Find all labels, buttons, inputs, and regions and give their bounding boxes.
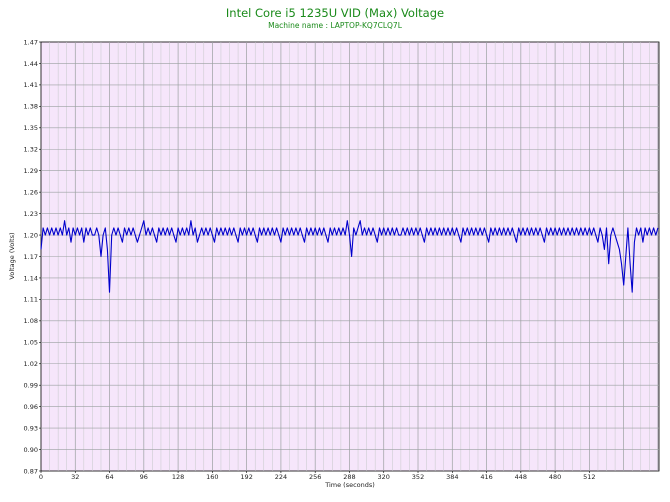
chart-title: Intel Core i5 1235U VID (Max) Voltage: [225, 6, 445, 20]
x-tick-label: 256: [309, 473, 321, 481]
x-tick-label: 32: [71, 473, 79, 481]
y-tick-label: 1.05: [24, 339, 38, 347]
y-tick-label: 1.20: [24, 231, 38, 239]
x-tick-label: 64: [105, 473, 113, 481]
y-tick-label: 1.29: [24, 167, 38, 175]
y-tick-label: 0.96: [24, 403, 38, 411]
y-tick-label: 1.32: [24, 146, 38, 154]
x-axis-label: Time (seconds): [324, 481, 375, 489]
x-tick-label: 512: [583, 473, 595, 481]
x-tick-label: 352: [412, 473, 424, 481]
y-tick-label: 1.14: [24, 274, 38, 282]
y-tick-label: 0.99: [24, 382, 38, 390]
y-tick-label: 1.41: [24, 81, 38, 89]
y-tick-label: 1.26: [24, 188, 38, 196]
y-tick-label: 0.90: [24, 446, 38, 454]
y-tick-label: 0.87: [24, 467, 38, 475]
chart-subtitle: Machine name : LAPTOP-KQ7CLQ7L: [268, 21, 402, 30]
x-tick-label: 96: [140, 473, 148, 481]
x-tick-label: 320: [378, 473, 390, 481]
y-tick-label: 1.08: [24, 317, 38, 325]
x-tick-label: 0: [39, 473, 43, 481]
x-tick-label: 480: [549, 473, 561, 481]
x-tick-label: 288: [343, 473, 355, 481]
y-tick-label: 0.93: [24, 424, 38, 432]
x-tick-label: 160: [206, 473, 218, 481]
y-tick-label: 1.38: [24, 103, 38, 111]
x-tick-label: 192: [240, 473, 252, 481]
x-tick-label: 128: [172, 473, 184, 481]
y-axis: 0.87 0.90 0.93 0.96 0.99 1.02 1.05 1.08 1.11 1.14…: [24, 38, 41, 475]
x-tick-label: 448: [515, 473, 527, 481]
y-tick-label: 1.02: [24, 360, 38, 368]
y-tick-label: 1.23: [24, 210, 38, 218]
y-tick-label: 1.35: [24, 124, 38, 132]
x-tick-label: 224: [275, 473, 287, 481]
y-tick-label: 1.47: [24, 38, 38, 46]
y-axis-label: Voltage (Volts): [8, 232, 16, 279]
x-tick-label: 384: [446, 473, 458, 481]
grid-lines: [41, 42, 659, 471]
x-axis: 0 32 64 96 128 160 192 224 256 288 320 352 384 416 448…: [39, 471, 596, 481]
y-tick-label: 1.44: [24, 60, 38, 68]
series: [40, 220, 659, 293]
series-line: [40, 220, 659, 293]
y-tick-label: 1.17: [24, 253, 38, 261]
x-tick-label: 416: [480, 473, 492, 481]
y-tick-label: 1.11: [24, 296, 38, 304]
